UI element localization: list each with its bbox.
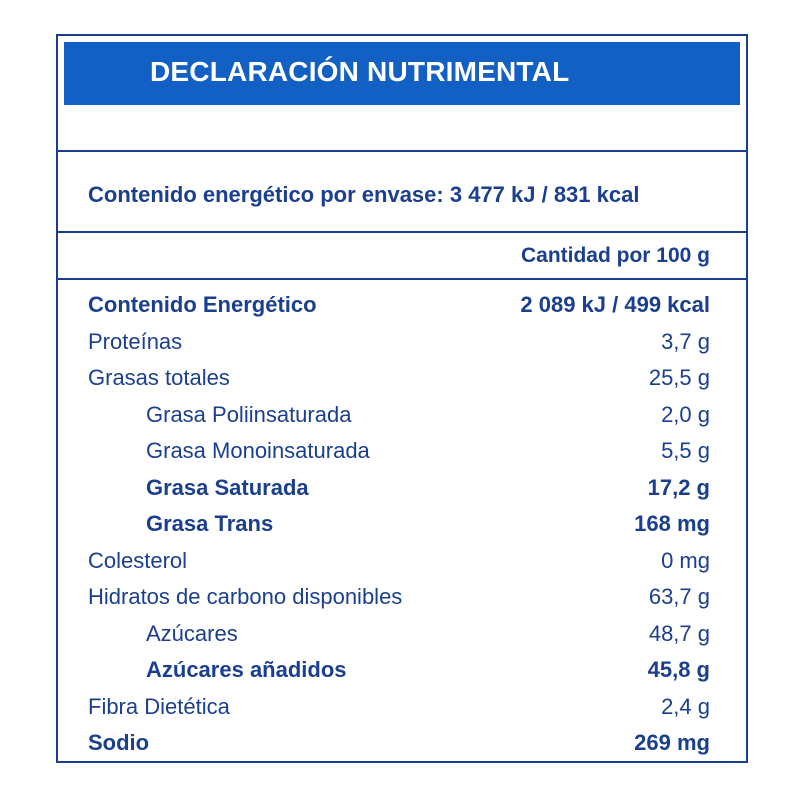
nutrition-facts-panel: DECLARACIÓN NUTRIMENTAL Contenido energé… xyxy=(56,34,748,763)
nutrient-label: Grasa Saturada xyxy=(146,474,309,500)
nutrient-label: Grasas totales xyxy=(88,365,230,390)
nutrient-value: 17,2 g xyxy=(647,474,710,500)
nutrient-row: Grasa Poliinsaturada 2,0 g xyxy=(88,400,710,437)
nutrient-label: Grasa Trans xyxy=(146,511,274,536)
nutrient-row: Sodio 269 mg xyxy=(88,728,710,765)
nutrient-row: Azúcares añadidos 45,8 g xyxy=(88,655,710,692)
nutrient-label: Azúcares añadidos xyxy=(146,657,347,682)
nutrient-value: 2 089 kJ / 499 kcal xyxy=(520,292,710,317)
divider-middle xyxy=(58,231,746,233)
nutrient-label: Grasa Monoinsaturada xyxy=(146,438,370,463)
nutrient-value: 25,5 g xyxy=(648,365,710,390)
nutrient-value: 48,7 g xyxy=(648,620,710,646)
nutrient-value: 3,7 g xyxy=(661,328,710,354)
nutrient-label: Colesterol xyxy=(88,547,188,573)
nutrient-row: Proteínas 3,7 g xyxy=(88,327,710,364)
nutrient-row: Colesterol 0 mg xyxy=(88,546,710,583)
nutrient-label: Azúcares xyxy=(146,620,238,646)
nutrient-value: 45,8 g xyxy=(647,657,710,682)
nutrient-label: Fibra Dietética xyxy=(88,693,230,719)
nutrient-label: Hidratos de carbono disponibles xyxy=(88,584,403,609)
column-header: Cantidad por 100 g xyxy=(520,244,710,267)
nutrient-label: Contenido Energético xyxy=(88,292,317,317)
title-bar: DECLARACIÓN NUTRIMENTAL xyxy=(64,42,740,105)
nutrient-list: Contenido Energético 2 089 kJ / 499 kcal P… xyxy=(88,290,710,765)
nutrient-value: 168 mg xyxy=(634,511,710,536)
nutrient-value: 269 mg xyxy=(634,730,710,755)
nutrient-label: Proteínas xyxy=(88,328,183,354)
nutrient-row: Grasa Saturada 17,2 g xyxy=(88,473,710,510)
nutrient-value: 0 mg xyxy=(661,547,710,573)
divider-top xyxy=(58,150,746,152)
nutrient-value: 5,5 g xyxy=(661,438,710,463)
nutrient-label: Grasa Poliinsaturada xyxy=(146,401,352,427)
nutrient-row: Grasa Trans 168 mg xyxy=(88,509,710,546)
divider-header xyxy=(58,278,746,280)
nutrient-row: Hidratos de carbono disponibles 63,7 g xyxy=(88,582,710,619)
nutrient-row: Grasas totales 25,5 g xyxy=(88,363,710,400)
nutrient-row: Grasa Monoinsaturada 5,5 g xyxy=(88,436,710,473)
energy-per-container: Contenido energético por envase: 3 477 k… xyxy=(88,182,640,207)
panel-title: DECLARACIÓN NUTRIMENTAL xyxy=(150,56,570,87)
nutrient-value: 2,0 g xyxy=(661,401,710,427)
nutrient-value: 63,7 g xyxy=(648,584,710,609)
nutrient-row: Fibra Dietética 2,4 g xyxy=(88,692,710,729)
nutrient-row: Contenido Energético 2 089 kJ / 499 kcal xyxy=(88,290,710,327)
nutrient-label: Sodio xyxy=(88,730,150,755)
nutrient-value: 2,4 g xyxy=(661,693,710,719)
nutrient-row: Azúcares 48,7 g xyxy=(88,619,710,656)
